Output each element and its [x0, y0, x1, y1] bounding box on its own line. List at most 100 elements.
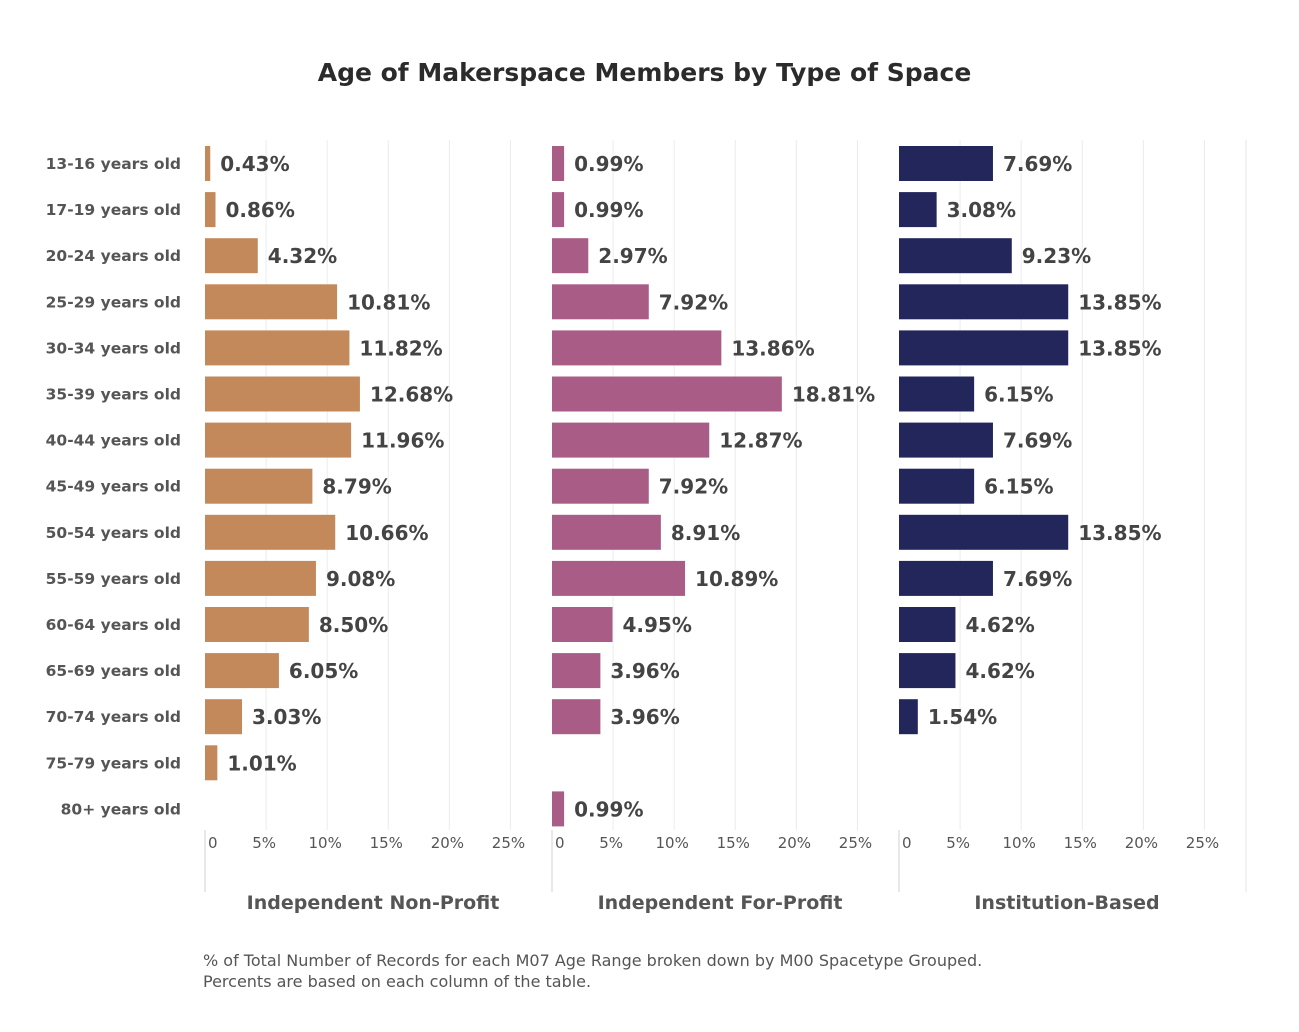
institution-based-data-label: 9.23% — [1022, 244, 1091, 268]
independent-non-profit-bar — [205, 560, 316, 596]
independent-for-profit-bar — [552, 791, 565, 827]
independent-for-profit-bar — [552, 653, 601, 689]
independent-non-profit-data-label: 12.68% — [370, 383, 453, 407]
independent-for-profit-bar — [552, 699, 601, 735]
category-label: 17-19 years old — [46, 201, 181, 219]
institution-based-bar — [899, 468, 975, 504]
independent-for-profit-bar — [552, 238, 589, 274]
independent-non-profit-bar — [205, 330, 350, 366]
independent-non-profit-bar — [205, 284, 338, 320]
independent-for-profit-data-label: 0.99% — [574, 152, 643, 176]
institution-based-x-tick-label: 15% — [1064, 834, 1097, 852]
category-label: 13-16 years old — [46, 155, 181, 173]
category-label: 35-39 years old — [46, 386, 181, 404]
institution-based-bar — [899, 330, 1069, 366]
independent-non-profit-data-label: 0.43% — [220, 152, 289, 176]
independent-for-profit-bar — [552, 330, 722, 366]
category-label: 25-29 years old — [46, 293, 181, 311]
institution-based-bar — [899, 560, 993, 596]
independent-for-profit-x-tick-label: 25% — [839, 834, 872, 852]
independent-for-profit-x-tick-label: 10% — [656, 834, 689, 852]
category-label: 75-79 years old — [46, 754, 181, 772]
institution-based-data-label: 7.69% — [1003, 567, 1072, 591]
independent-for-profit-data-label: 3.96% — [610, 659, 679, 683]
independent-for-profit-data-label: 3.96% — [610, 705, 679, 729]
independent-non-profit-data-label: 6.05% — [289, 659, 358, 683]
independent-non-profit-data-label: 8.79% — [322, 475, 391, 499]
independent-for-profit-data-label: 8.91% — [671, 521, 740, 545]
independent-for-profit-data-label: 0.99% — [574, 198, 643, 222]
independent-non-profit-bar — [205, 376, 360, 412]
institution-based-bar — [899, 422, 993, 458]
institution-based-bar — [899, 238, 1012, 274]
independent-non-profit-bar — [205, 238, 258, 274]
category-label: 60-64 years old — [46, 616, 181, 634]
independent-non-profit-data-label: 3.03% — [252, 705, 321, 729]
institution-based-bar — [899, 699, 918, 735]
institution-based-bar — [899, 607, 956, 642]
institution-based-data-label: 1.54% — [928, 705, 997, 729]
independent-for-profit-x-tick-label: 5% — [599, 834, 623, 852]
institution-based-data-label: 4.62% — [965, 659, 1034, 683]
independent-for-profit-data-label: 7.92% — [659, 475, 728, 499]
independent-for-profit-data-label: 4.95% — [622, 613, 691, 637]
institution-based-data-label: 4.62% — [965, 613, 1034, 637]
independent-non-profit-data-label: 4.32% — [268, 244, 337, 268]
institution-based-bar — [899, 653, 956, 689]
independent-for-profit-bar — [552, 284, 649, 320]
institution-based-data-label: 13.85% — [1078, 521, 1161, 545]
institution-based-data-label: 7.69% — [1003, 152, 1072, 176]
institution-based-data-label: 13.85% — [1078, 290, 1161, 314]
independent-non-profit-x-tick-label: 25% — [492, 834, 525, 852]
independent-for-profit-x-tick-label: 20% — [778, 834, 811, 852]
independent-for-profit-data-label: 12.87% — [719, 429, 802, 453]
independent-non-profit-bar — [205, 146, 211, 181]
independent-for-profit-data-label: 10.89% — [695, 567, 778, 591]
independent-non-profit-x-tick-label: 10% — [309, 834, 342, 852]
independent-non-profit-data-label: 11.96% — [361, 429, 444, 453]
institution-based-panel-label: Institution-Based — [974, 892, 1159, 914]
independent-for-profit-bar — [552, 514, 661, 550]
independent-non-profit-panel-label: Independent Non-Profit — [247, 892, 500, 914]
independent-non-profit-x-tick-label: 0 — [208, 834, 218, 852]
independent-for-profit-data-label: 0.99% — [574, 797, 643, 821]
independent-non-profit-data-label: 10.81% — [347, 290, 430, 314]
independent-non-profit-data-label: 9.08% — [326, 567, 395, 591]
category-label: 70-74 years old — [46, 708, 181, 726]
institution-based-x-tick-label: 0 — [902, 834, 912, 852]
independent-non-profit-x-tick-label: 15% — [370, 834, 403, 852]
independent-non-profit-data-label: 8.50% — [319, 613, 388, 637]
independent-non-profit-data-label: 0.86% — [226, 198, 295, 222]
independent-for-profit-bar — [552, 192, 565, 228]
category-label: 45-49 years old — [46, 478, 181, 496]
independent-non-profit-x-tick-label: 20% — [431, 834, 464, 852]
independent-for-profit-x-tick-label: 15% — [717, 834, 750, 852]
institution-based-data-label: 6.15% — [984, 475, 1053, 499]
category-label: 80+ years old — [61, 800, 181, 818]
footnote-line-2: Percents are based on each column of the… — [203, 972, 592, 991]
category-label: 55-59 years old — [46, 570, 181, 588]
independent-non-profit-data-label: 1.01% — [227, 751, 296, 775]
independent-non-profit-bar — [205, 514, 336, 550]
category-label: 20-24 years old — [46, 247, 181, 265]
independent-for-profit-data-label: 2.97% — [598, 244, 667, 268]
independent-for-profit-bar — [552, 146, 565, 181]
institution-based-x-tick-label: 25% — [1186, 834, 1219, 852]
institution-based-bar — [899, 146, 993, 181]
institution-based-x-tick-label: 10% — [1003, 834, 1036, 852]
institution-based-x-tick-label: 20% — [1125, 834, 1158, 852]
institution-based-data-label: 6.15% — [984, 383, 1053, 407]
independent-for-profit-bar — [552, 376, 782, 412]
independent-for-profit-bar — [552, 560, 686, 596]
category-label: 30-34 years old — [46, 339, 181, 357]
institution-based-data-label: 13.85% — [1078, 336, 1161, 360]
footnote-line-1: % of Total Number of Records for each M0… — [203, 951, 983, 970]
category-label: 40-44 years old — [46, 432, 181, 450]
institution-based-x-tick-label: 5% — [946, 834, 970, 852]
independent-non-profit-x-tick-label: 5% — [252, 834, 276, 852]
chart-title: Age of Makerspace Members by Type of Spa… — [317, 58, 972, 87]
independent-for-profit-data-label: 18.81% — [792, 383, 875, 407]
category-label: 65-69 years old — [46, 662, 181, 680]
